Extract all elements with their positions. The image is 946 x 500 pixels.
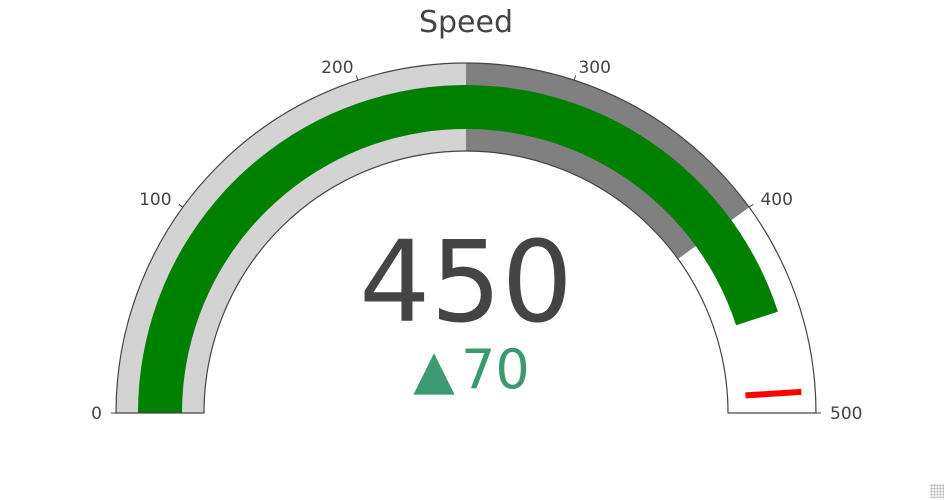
gauge-threshold-line xyxy=(745,388,802,399)
gauge-tick-label-300: 300 xyxy=(578,58,610,78)
gauge-bar-layer xyxy=(138,85,778,413)
gauge-tick-label-0: 0 xyxy=(91,404,102,424)
resize-handle-icon[interactable] xyxy=(930,484,944,498)
gauge-tick-label-100: 100 xyxy=(139,190,171,210)
gauge-tick-200 xyxy=(355,75,359,81)
gauge-step-0 xyxy=(116,63,466,413)
gauge-value: 450 xyxy=(359,218,573,348)
gauge-tick-label-500: 500 xyxy=(830,404,862,424)
gauge-value-bar xyxy=(138,85,778,413)
chart-title: Speed xyxy=(419,5,513,40)
gauge-tick-300 xyxy=(573,75,577,81)
gauge-outline xyxy=(115,62,817,414)
gauge-border xyxy=(115,62,817,414)
gauge-delta-value: 70 xyxy=(461,338,530,401)
gauge-ticks: 0 100 200 300 400 500 xyxy=(91,58,862,424)
gauge-tick-label-200: 200 xyxy=(321,58,353,78)
gauge-tick-100 xyxy=(178,203,184,208)
gauge-delta: ▲ 70 xyxy=(413,338,529,401)
gauge-threshold-layer xyxy=(745,388,802,399)
gauge-tick-label-400: 400 xyxy=(760,190,792,210)
delta-up-triangle-icon: ▲ xyxy=(413,338,455,401)
gauge-tick-400 xyxy=(748,203,754,208)
